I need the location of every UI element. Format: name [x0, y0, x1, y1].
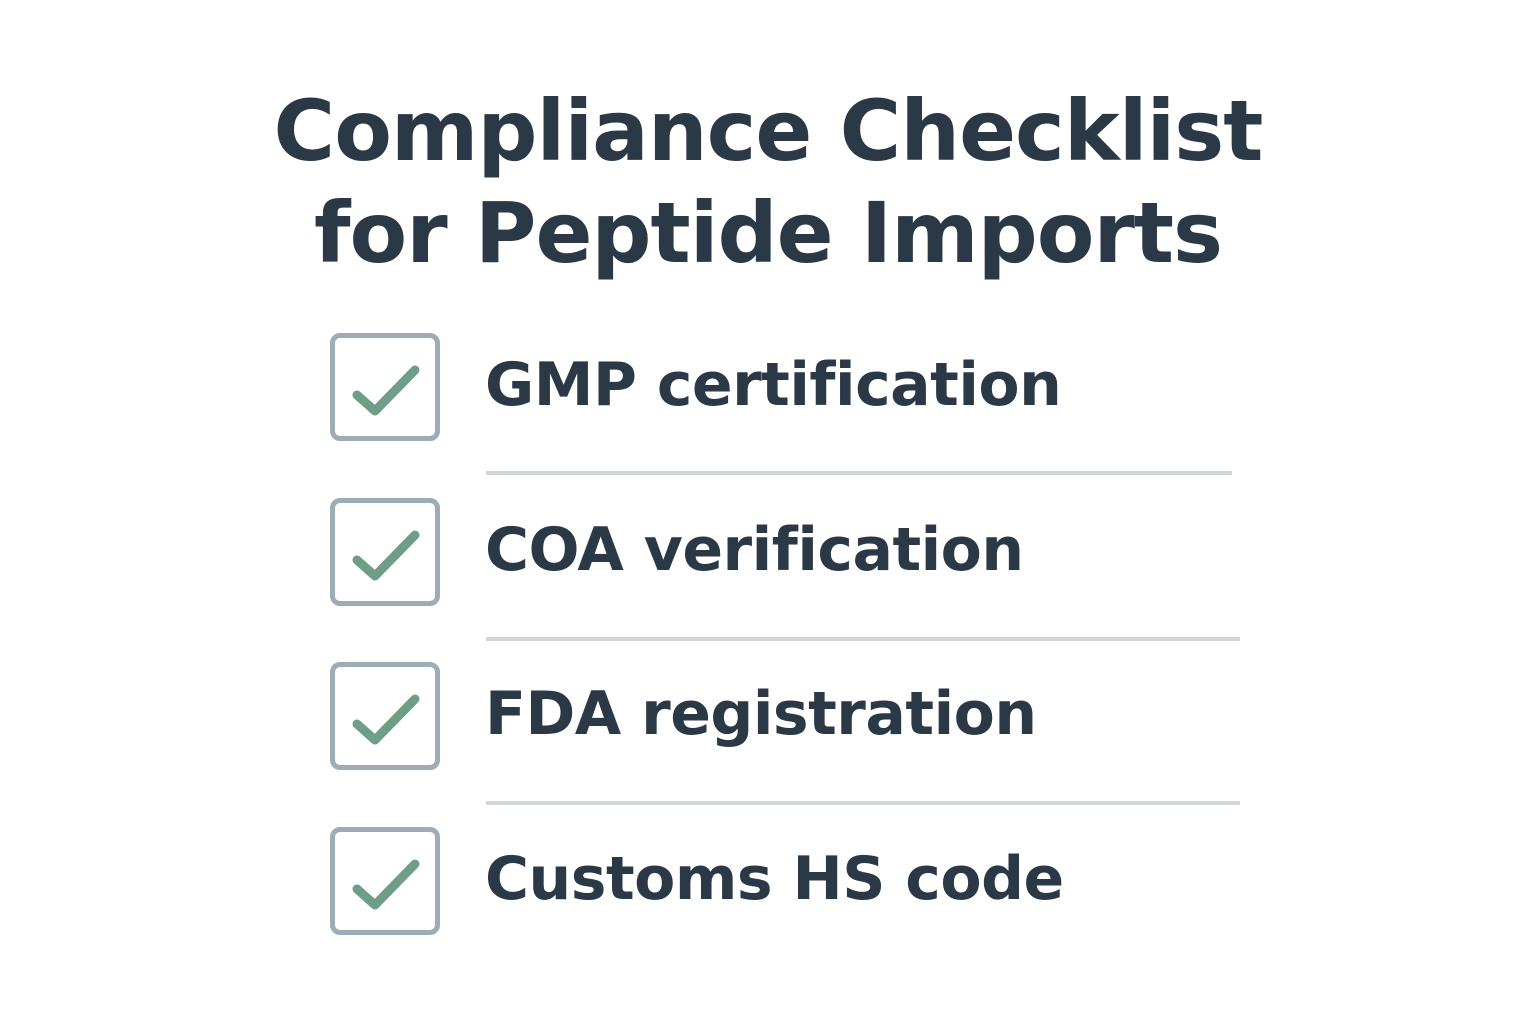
checkmark-icon: [352, 530, 420, 581]
checkmark-icon: [352, 859, 420, 910]
checkbox[interactable]: [330, 662, 440, 770]
checklist-item-label: FDA registration: [485, 679, 1037, 749]
page-title: Compliance Checklist for Peptide Imports: [0, 80, 1536, 284]
checklist-item-label: GMP certification: [485, 350, 1062, 420]
checkbox[interactable]: [330, 827, 440, 935]
checkbox[interactable]: [330, 498, 440, 606]
checklist-item-customs[interactable]: Customs HS code: [330, 827, 1250, 937]
divider: [486, 471, 1232, 475]
checklist-item-gmp[interactable]: GMP certification: [330, 333, 1250, 443]
checkbox[interactable]: [330, 333, 440, 441]
checklist-item-label: Customs HS code: [485, 844, 1064, 914]
checklist-item-fda[interactable]: FDA registration: [330, 662, 1250, 772]
checkmark-icon: [352, 365, 420, 416]
divider: [486, 801, 1240, 805]
checklist-item-coa[interactable]: COA verification: [330, 498, 1250, 608]
divider: [486, 637, 1240, 641]
title-line-1: Compliance Checklist: [273, 82, 1264, 180]
title-line-2: for Peptide Imports: [313, 184, 1223, 282]
checkmark-icon: [352, 694, 420, 745]
checklist-item-label: COA verification: [485, 515, 1024, 585]
